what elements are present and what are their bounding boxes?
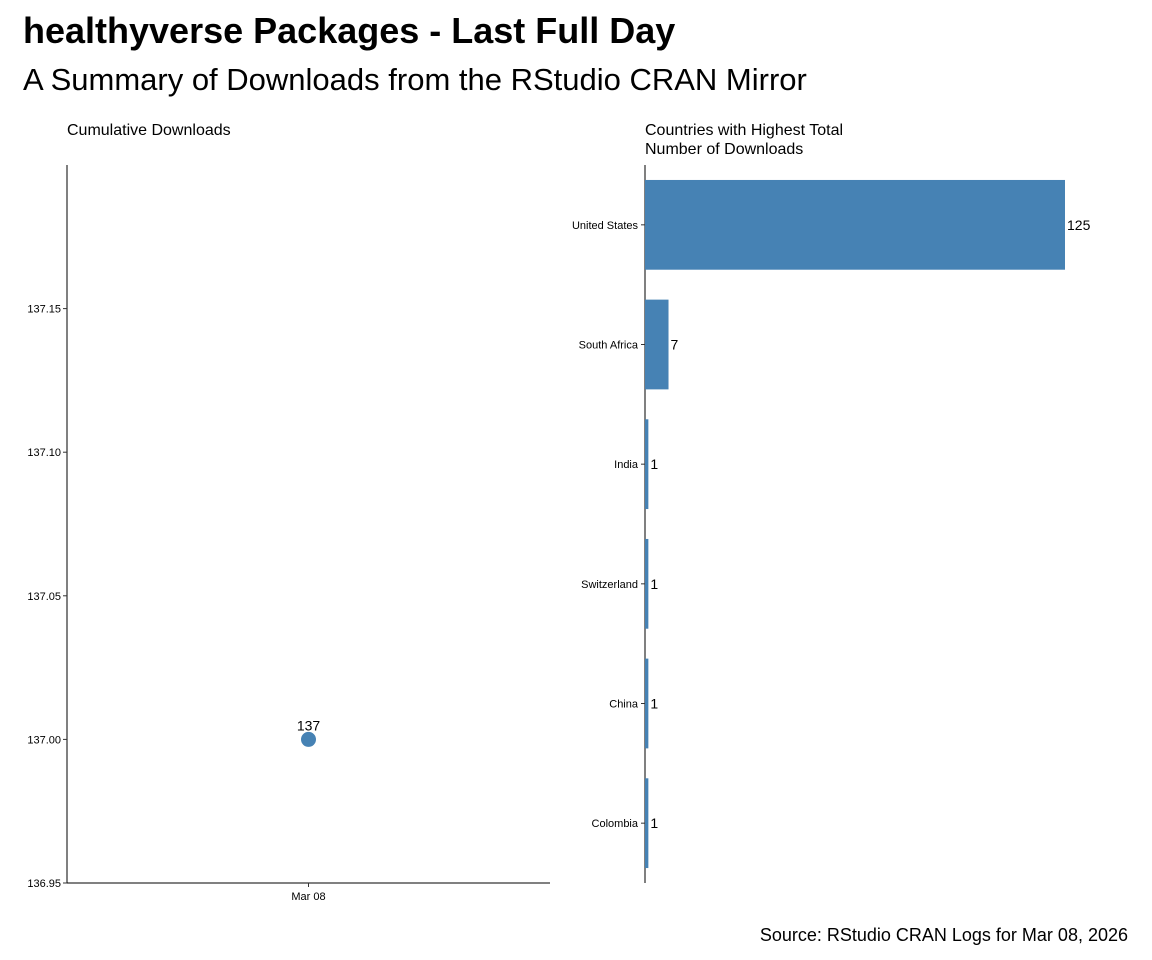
bar-value-label: 1 xyxy=(650,696,658,712)
bar xyxy=(645,299,669,390)
category-label: China xyxy=(609,699,639,711)
x-tick-label: Mar 08 xyxy=(291,891,325,903)
bar xyxy=(645,179,1065,270)
category-label: Switzerland xyxy=(581,579,638,591)
countries-chart-title: Countries with Highest Total Number of D… xyxy=(645,122,844,158)
bar-value-label: 1 xyxy=(650,815,658,831)
category-label: United States xyxy=(572,220,639,232)
data-point xyxy=(301,731,316,747)
page-title: healthyverse Packages - Last Full Day xyxy=(23,10,676,51)
bar xyxy=(645,778,649,869)
y-tick-label: 136.95 xyxy=(27,878,61,890)
y-tick-label: 137.00 xyxy=(27,734,61,746)
bar-value-label: 125 xyxy=(1067,217,1091,233)
bar xyxy=(645,658,649,749)
category-label: South Africa xyxy=(579,340,639,352)
source-caption: Source: RStudio CRAN Logs for Mar 08, 20… xyxy=(759,925,1128,945)
bar-value-label: 7 xyxy=(671,337,679,353)
y-tick-label: 137.15 xyxy=(27,304,61,316)
bar xyxy=(645,538,649,629)
page-subtitle: A Summary of Downloads from the RStudio … xyxy=(23,62,807,97)
category-label: India xyxy=(614,459,639,471)
category-label: Colombia xyxy=(592,818,639,830)
bar xyxy=(645,419,649,510)
cumulative-chart-title: Cumulative Downloads xyxy=(67,122,231,139)
bar-value-label: 1 xyxy=(650,456,658,472)
data-point-label: 137 xyxy=(297,717,321,733)
y-tick-label: 137.05 xyxy=(27,591,61,603)
bar-value-label: 1 xyxy=(650,576,658,592)
y-tick-label: 137.10 xyxy=(27,447,61,459)
